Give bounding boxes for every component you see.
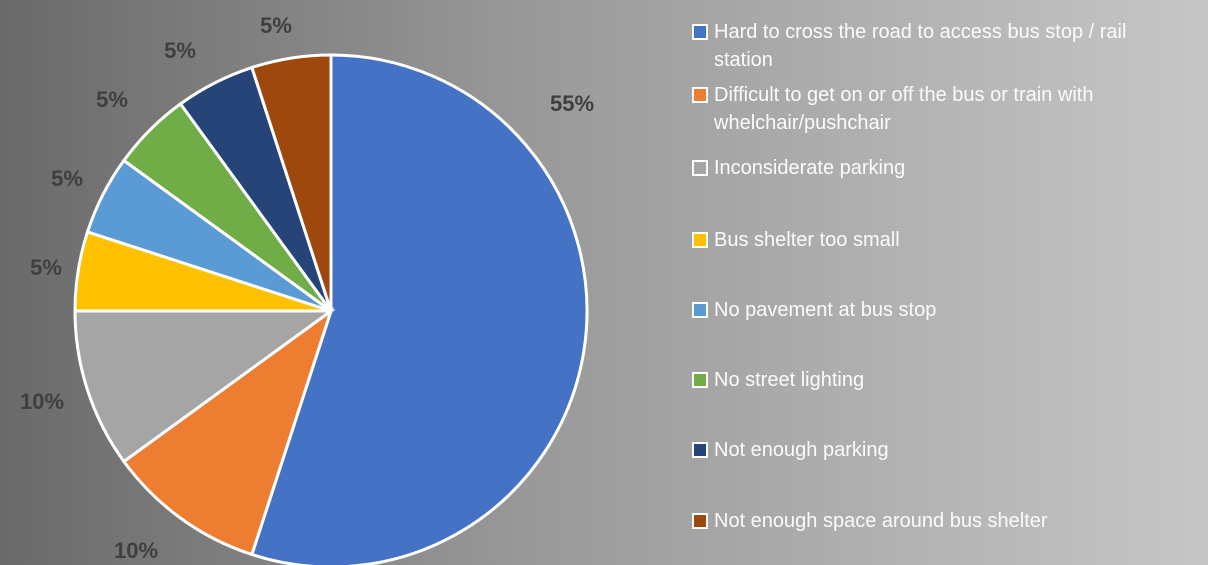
legend-swatch <box>692 87 708 103</box>
data-label: 10% <box>20 389 64 414</box>
legend-item: No pavement at bus stop <box>692 296 1192 324</box>
legend-swatch <box>692 372 708 388</box>
pie-slice <box>73 309 336 464</box>
legend-item: Not enough parking <box>692 436 1192 464</box>
legend-swatch <box>692 24 708 40</box>
legend-swatch <box>692 302 708 318</box>
legend-label: No street lighting <box>714 369 865 391</box>
legend-swatch <box>692 442 708 458</box>
legend-label: No pavement at bus stop <box>714 299 937 321</box>
data-label: 5% <box>96 87 128 112</box>
pie-slice <box>250 53 333 312</box>
data-label: 5% <box>51 166 83 191</box>
data-label: 5% <box>260 13 292 38</box>
data-label: 55% <box>550 91 594 116</box>
legend-swatch <box>692 160 708 176</box>
legend-item: Difficult to get on or off the bus or tr… <box>692 81 1192 137</box>
legend-label: Hard to cross the road to access bus sto… <box>714 21 1127 71</box>
legend-label: Not enough parking <box>714 439 889 461</box>
legend-swatch <box>692 232 708 248</box>
data-label: 5% <box>164 38 196 63</box>
legend-label: Difficult to get on or off the bus or tr… <box>714 84 1094 134</box>
legend-item: No street lighting <box>692 366 1192 394</box>
legend-label: Inconsiderate parking <box>714 157 906 179</box>
pie-slice <box>250 53 589 565</box>
data-label: 10% <box>114 538 158 563</box>
legend-label: Not enough space around bus shelter <box>714 510 1048 532</box>
legend-label: Bus shelter too small <box>714 229 900 251</box>
legend-item: Hard to cross the road to access bus sto… <box>692 18 1192 74</box>
legend-swatch <box>692 513 708 529</box>
legend-item: Inconsiderate parking <box>692 154 1192 182</box>
data-label: 5% <box>30 255 62 280</box>
legend-item: Not enough space around bus shelter <box>692 507 1192 535</box>
legend-item: Bus shelter too small <box>692 226 1192 254</box>
chart: 55% 10% 10% 5% 5% 5% 5% 5% <box>20 13 594 565</box>
pie-slice <box>121 307 334 557</box>
